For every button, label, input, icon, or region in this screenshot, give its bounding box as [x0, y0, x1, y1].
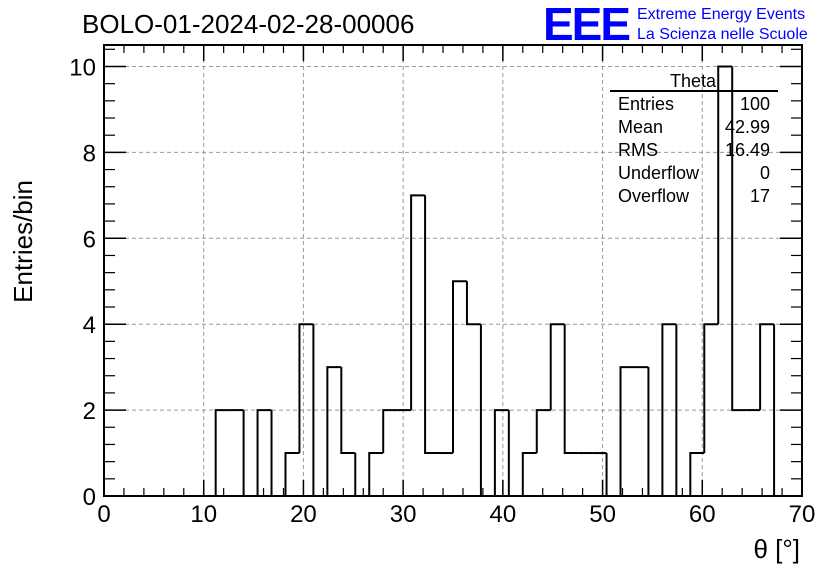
y-tick-label: 0 — [83, 484, 96, 511]
stats-box: Theta Entries 100 Mean 42.99 RMS 16.49 Underfl… — [610, 71, 778, 206]
x-tick-label: 60 — [689, 501, 716, 528]
plot-frame — [103, 44, 803, 497]
logo-mark: EEE — [543, 0, 629, 50]
logo: EEE Extreme Energy Events La Scienza nel… — [543, 0, 808, 50]
y-tick-label: 10 — [69, 54, 96, 81]
y-tick-label: 8 — [83, 140, 96, 167]
histogram-bin — [424, 195, 440, 455]
histogram-bin — [214, 409, 230, 496]
histogram-bin — [759, 323, 775, 411]
x-tick-label: 30 — [390, 501, 417, 528]
histogram-bin — [256, 409, 272, 496]
tick-labels: 0 10 20 30 40 50 60 70 0 2 4 6 8 10 — [69, 54, 815, 528]
histogram-bin — [242, 410, 258, 497]
stats-label: Mean — [618, 117, 663, 137]
logo-line-2: La Scienza nelle Scuole — [637, 26, 808, 43]
histogram-bin — [270, 410, 286, 497]
histogram-bin — [703, 323, 719, 454]
histogram-bin — [354, 453, 370, 497]
histogram-bin — [452, 280, 467, 454]
histogram-bin — [368, 452, 384, 496]
chart-title: BOLO-01-2024-02-28-00006 — [82, 9, 414, 39]
histogram-bin — [382, 409, 398, 454]
y-tick-label: 4 — [83, 312, 96, 339]
x-tick-label: 0 — [97, 501, 110, 528]
grid-lines — [104, 45, 802, 496]
stats-value: 100 — [740, 94, 770, 114]
histogram-bin — [521, 452, 537, 496]
x-tick-label: 50 — [589, 501, 616, 528]
stats-label: Entries — [618, 94, 674, 114]
histogram-bin — [563, 324, 579, 455]
x-axis-label: θ [°] — [753, 534, 800, 564]
stats-value: 0 — [760, 163, 770, 183]
histogram-bin — [507, 410, 523, 497]
histogram-bin — [535, 409, 551, 454]
histogram-bin — [647, 367, 663, 497]
x-tick-label: 70 — [789, 501, 816, 528]
histogram-bin — [605, 453, 621, 497]
stats-label: RMS — [618, 140, 658, 160]
histogram-bin — [340, 367, 356, 455]
histogram-bin — [731, 66, 747, 412]
histogram-bin — [717, 65, 733, 325]
stats-label: Underflow — [618, 163, 700, 183]
histogram-bin — [661, 323, 677, 496]
stats-value: 16.49 — [725, 140, 770, 160]
histogram-bin — [284, 452, 300, 496]
histogram-bin — [410, 194, 426, 411]
stats-value: 42.99 — [725, 117, 770, 137]
stats-label: Overflow — [618, 186, 690, 206]
logo-line-1: Extreme Energy Events — [637, 6, 805, 23]
stats-value: 17 — [750, 186, 770, 206]
histogram-bin — [326, 366, 342, 496]
x-tick-label: 20 — [290, 501, 317, 528]
histogram-bin — [549, 323, 565, 411]
histogram-bin — [689, 452, 705, 496]
stats-title: Theta — [670, 71, 717, 91]
histogram-bin — [465, 281, 481, 326]
x-tick-label: 40 — [490, 501, 517, 528]
histogram-bin — [298, 323, 314, 454]
histogram-series — [104, 65, 802, 497]
axis-ticks — [103, 45, 803, 497]
y-tick-label: 2 — [83, 398, 96, 425]
x-tick-label: 10 — [190, 501, 217, 528]
y-axis-label: Entries/bin — [8, 180, 38, 303]
histogram-bin — [493, 409, 509, 496]
histogram-bin — [619, 366, 635, 496]
y-tick-label: 6 — [83, 226, 96, 253]
